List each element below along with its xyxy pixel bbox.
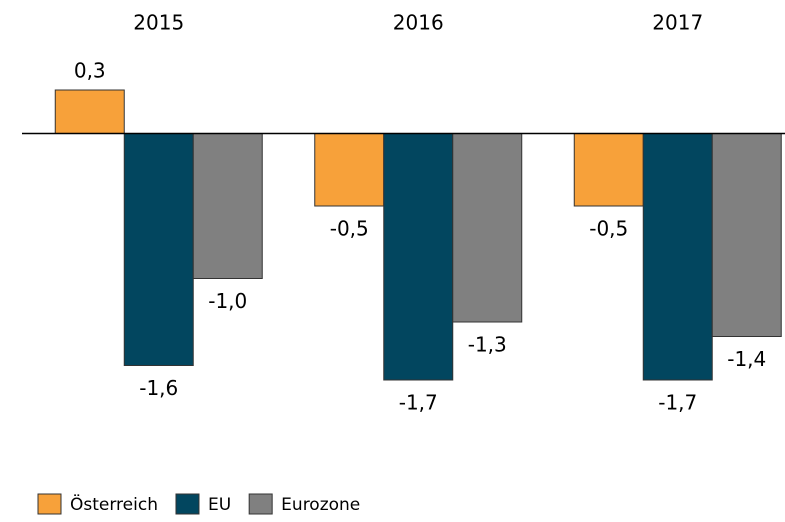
bar [452, 133, 523, 323]
value-label: -1,3 [468, 333, 507, 357]
value-label: 0,3 [74, 59, 106, 83]
legend-swatch [37, 493, 62, 515]
legend-label: Eurozone [281, 495, 360, 515]
legend-swatch [175, 493, 200, 515]
value-label: -1,7 [658, 391, 697, 415]
value-label: -1,0 [208, 289, 247, 313]
bar [711, 133, 782, 337]
value-label: -1,4 [727, 347, 766, 371]
legend-label: EU [208, 495, 231, 515]
value-label: -1,6 [139, 376, 178, 400]
bar [123, 133, 194, 366]
bar [192, 133, 263, 279]
value-label: -1,7 [399, 391, 438, 415]
legend-label: Österreich [70, 493, 158, 515]
value-label: -0,5 [589, 217, 628, 241]
bar [54, 89, 125, 134]
category-label: 2016 [393, 11, 444, 35]
legend-swatch [248, 493, 273, 515]
category-label: 2017 [652, 11, 703, 35]
category-label: 2015 [133, 11, 184, 35]
bar [573, 133, 644, 207]
value-label: -0,5 [330, 217, 369, 241]
bar [383, 133, 454, 381]
bar [642, 133, 713, 381]
bar [314, 133, 385, 207]
